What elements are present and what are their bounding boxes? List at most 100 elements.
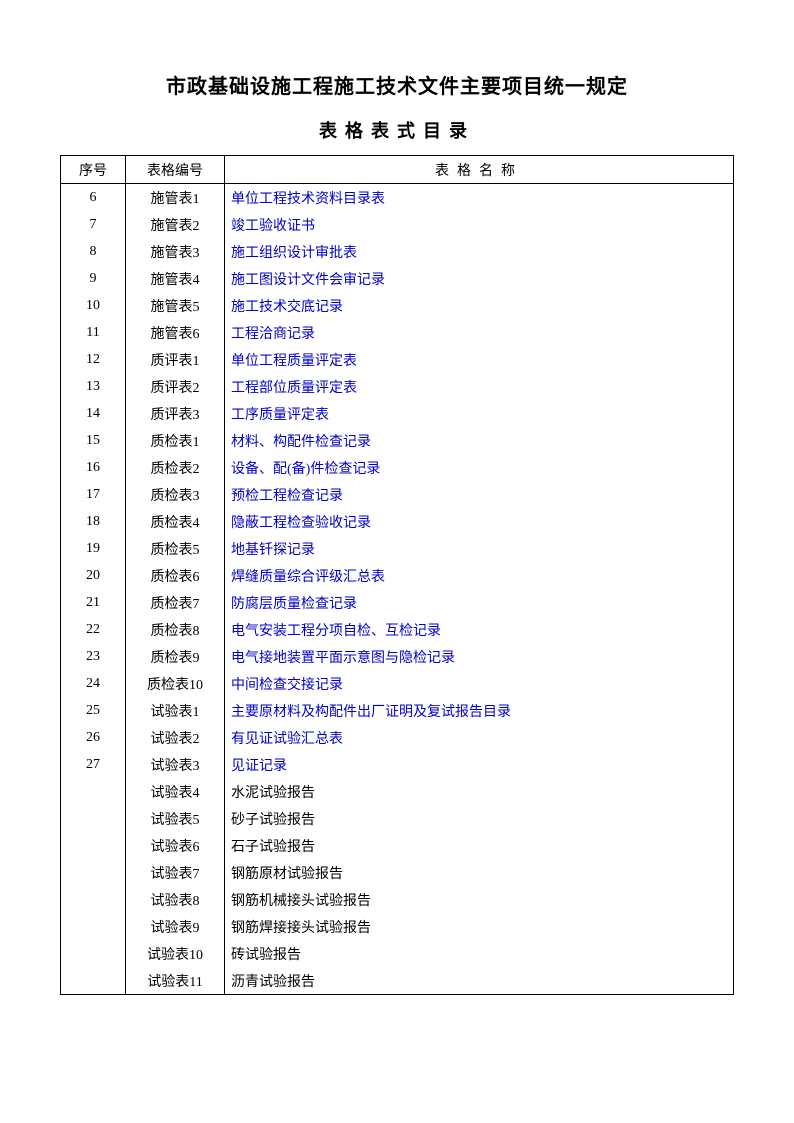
cell-code: 试验表5: [126, 805, 225, 832]
form-link[interactable]: 焊缝质量综合评级汇总表: [231, 570, 385, 585]
page-subtitle: 表格表式目录: [60, 117, 734, 143]
cell-code: 质评表1: [126, 346, 225, 373]
table-row: 15质检表1材料、构配件检查记录: [61, 427, 734, 454]
form-link[interactable]: 防腐层质量检查记录: [231, 597, 357, 612]
form-link[interactable]: 地基钎探记录: [231, 543, 315, 558]
cell-name: 施工组织设计审批表: [225, 238, 734, 265]
table-row: 25试验表1 主要原材料及构配件出厂证明及复试报告目录: [61, 697, 734, 724]
cell-code: 质检表3: [126, 481, 225, 508]
cell-code: 试验表4: [126, 778, 225, 805]
cell-seq: 8: [61, 238, 126, 265]
form-link[interactable]: 电气安装工程分项自检、互检记录: [231, 624, 441, 639]
table-row: 12质评表1 单位工程质量评定表: [61, 346, 734, 373]
cell-name: 有见证试验汇总表: [225, 724, 734, 751]
cell-code: 质检表4: [126, 508, 225, 535]
cell-name: 钢筋机械接头试验报告: [225, 886, 734, 913]
form-link[interactable]: 单位工程质量评定表: [231, 354, 357, 369]
cell-code: 试验表8: [126, 886, 225, 913]
form-link[interactable]: 中间检查交接记录: [231, 678, 343, 693]
cell-name: 单位工程质量评定表: [225, 346, 734, 373]
cell-name: 设备、配(备)件检查记录: [225, 454, 734, 481]
form-link[interactable]: 施工技术交底记录: [231, 300, 343, 315]
form-link[interactable]: 隐蔽工程检查验收记录: [231, 516, 371, 531]
cell-code: 质检表6: [126, 562, 225, 589]
cell-name: 竣工验收证书: [225, 211, 734, 238]
table-row: 试验表7钢筋原材试验报告: [61, 859, 734, 886]
cell-code: 质评表2: [126, 373, 225, 400]
cell-code: 质检表10: [126, 670, 225, 697]
table-row: 17质检表3预检工程检查记录: [61, 481, 734, 508]
cell-name: 工程洽商记录: [225, 319, 734, 346]
form-link[interactable]: 施工图设计文件会审记录: [231, 273, 385, 288]
form-link[interactable]: 单位工程技术资料目录表: [231, 192, 385, 207]
cell-seq: 7: [61, 211, 126, 238]
cell-code: 试验表7: [126, 859, 225, 886]
cell-seq: 9: [61, 265, 126, 292]
cell-code: 施管表1: [126, 184, 225, 212]
form-link[interactable]: 设备、配(备)件检查记录: [231, 462, 380, 477]
cell-name: 中间检查交接记录: [225, 670, 734, 697]
cell-name: 钢筋原材试验报告: [225, 859, 734, 886]
table-row: 22质检表8电气安装工程分项自检、互检记录: [61, 616, 734, 643]
table-row: 试验表10砖试验报告: [61, 940, 734, 967]
table-row: 10施管表5施工技术交底记录: [61, 292, 734, 319]
table-row: 26试验表2有见证试验汇总表: [61, 724, 734, 751]
table-row: 试验表5砂子试验报告: [61, 805, 734, 832]
cell-seq: [61, 913, 126, 940]
cell-seq: 11: [61, 319, 126, 346]
cell-seq: [61, 832, 126, 859]
form-link[interactable]: 主要原材料及构配件出厂证明及复试报告目录: [231, 705, 511, 720]
cell-seq: 21: [61, 589, 126, 616]
cell-seq: 12: [61, 346, 126, 373]
table-row: 18质检表4隐蔽工程检查验收记录: [61, 508, 734, 535]
cell-seq: 15: [61, 427, 126, 454]
cell-name: 见证记录: [225, 751, 734, 778]
form-link[interactable]: 竣工验收证书: [231, 219, 315, 234]
form-link[interactable]: 见证记录: [231, 759, 287, 774]
cell-seq: 10: [61, 292, 126, 319]
form-link[interactable]: 电气接地装置平面示意图与隐检记录: [231, 651, 455, 666]
cell-seq: 22: [61, 616, 126, 643]
cell-seq: [61, 859, 126, 886]
page-title: 市政基础设施工程施工技术文件主要项目统一规定: [60, 70, 734, 99]
cell-seq: 23: [61, 643, 126, 670]
cell-seq: 26: [61, 724, 126, 751]
cell-name: 沥青试验报告: [225, 967, 734, 995]
cell-code: 施管表2: [126, 211, 225, 238]
cell-name: 材料、构配件检查记录: [225, 427, 734, 454]
cell-seq: 19: [61, 535, 126, 562]
cell-seq: 20: [61, 562, 126, 589]
cell-name: 施工技术交底记录: [225, 292, 734, 319]
cell-seq: [61, 967, 126, 995]
cell-name: 预检工程检查记录: [225, 481, 734, 508]
table-row: 24质检表10中间检查交接记录: [61, 670, 734, 697]
form-link[interactable]: 工程部位质量评定表: [231, 381, 357, 396]
cell-seq: [61, 805, 126, 832]
cell-code: 施管表4: [126, 265, 225, 292]
cell-code: 质检表2: [126, 454, 225, 481]
table-row: 20质检表6 焊缝质量综合评级汇总表: [61, 562, 734, 589]
cell-name: 钢筋焊接接头试验报告: [225, 913, 734, 940]
cell-seq: 13: [61, 373, 126, 400]
cell-seq: [61, 940, 126, 967]
form-link[interactable]: 材料、构配件检查记录: [231, 435, 371, 450]
cell-name: 工序质量评定表: [225, 400, 734, 427]
cell-seq: 25: [61, 697, 126, 724]
cell-code: 试验表1: [126, 697, 225, 724]
cell-name: 工程部位质量评定表: [225, 373, 734, 400]
cell-seq: [61, 778, 126, 805]
form-link[interactable]: 预检工程检查记录: [231, 489, 343, 504]
cell-name: 防腐层质量检查记录: [225, 589, 734, 616]
form-link[interactable]: 有见证试验汇总表: [231, 732, 343, 747]
cell-name: 单位工程技术资料目录表: [225, 184, 734, 212]
table-row: 7施管表2 竣工验收证书: [61, 211, 734, 238]
form-link[interactable]: 工程洽商记录: [231, 327, 315, 342]
cell-name: 焊缝质量综合评级汇总表: [225, 562, 734, 589]
cell-code: 试验表3: [126, 751, 225, 778]
form-link[interactable]: 工序质量评定表: [231, 408, 329, 423]
cell-name: 隐蔽工程检查验收记录: [225, 508, 734, 535]
table-row: 6施管表1单位工程技术资料目录表: [61, 184, 734, 212]
table-row: 试验表6石子试验报告: [61, 832, 734, 859]
cell-code: 质检表9: [126, 643, 225, 670]
form-link[interactable]: 施工组织设计审批表: [231, 246, 357, 261]
